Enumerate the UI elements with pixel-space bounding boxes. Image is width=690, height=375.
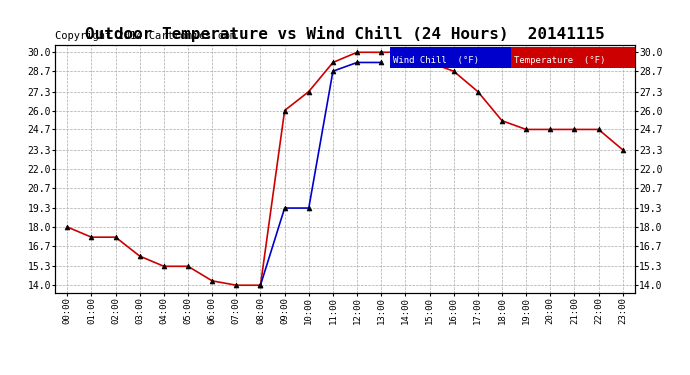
Text: Temperature  (°F): Temperature (°F) [514,56,605,65]
Text: Wind Chill  (°F): Wind Chill (°F) [393,56,480,65]
Title: Outdoor Temperature vs Wind Chill (24 Hours)  20141115: Outdoor Temperature vs Wind Chill (24 Ho… [85,27,605,42]
Text: Copyright 2014 Cartronics.com: Copyright 2014 Cartronics.com [55,32,237,41]
